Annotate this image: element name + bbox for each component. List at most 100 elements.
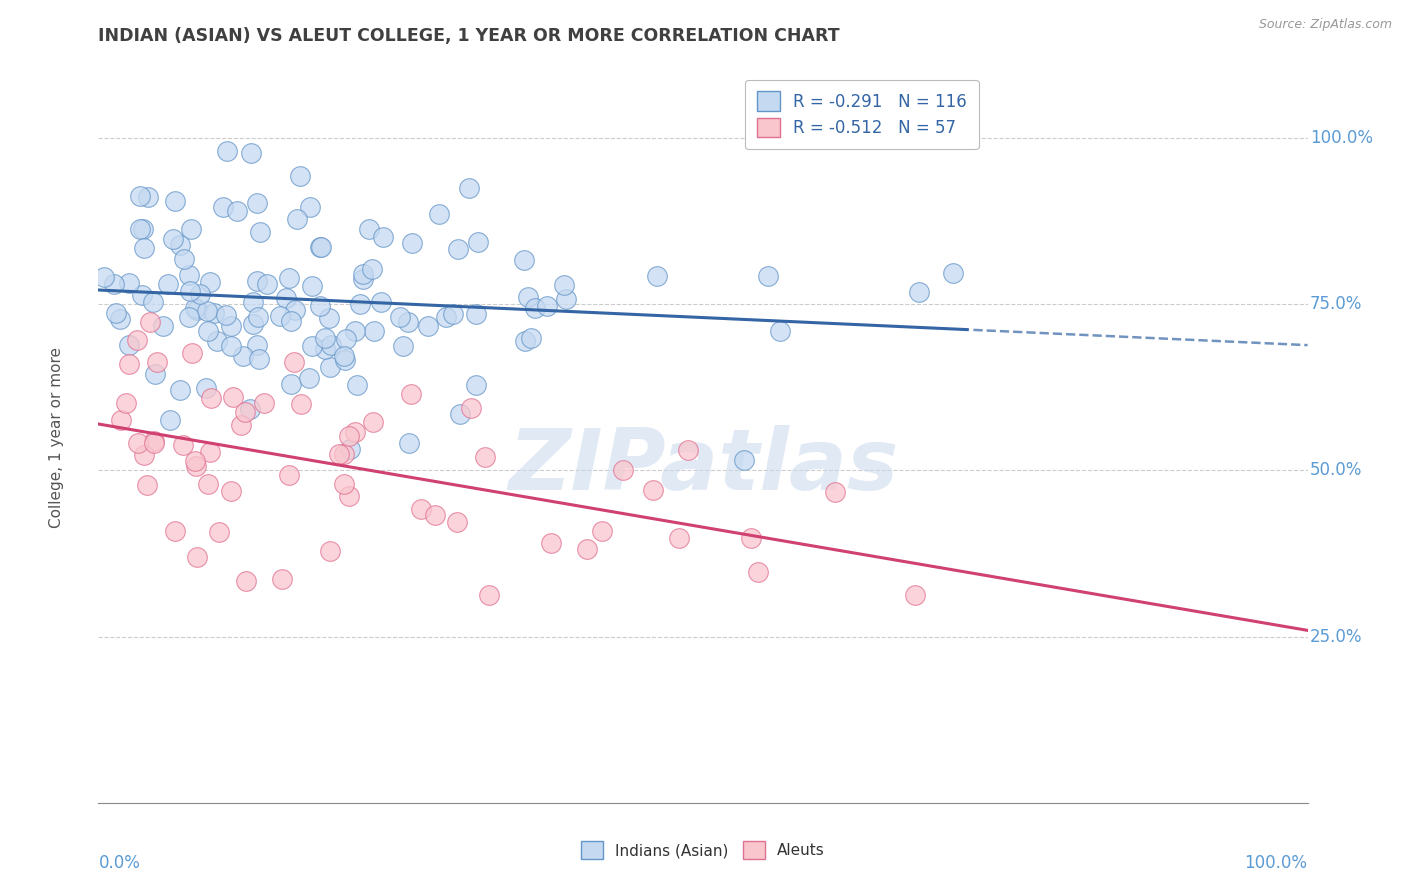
Point bbox=[278, 467, 301, 482]
Point bbox=[398, 436, 420, 450]
Point bbox=[103, 277, 125, 291]
Point bbox=[747, 565, 769, 579]
Point bbox=[186, 549, 208, 564]
Text: 100.0%: 100.0% bbox=[1244, 854, 1308, 872]
Point bbox=[733, 453, 755, 467]
Point bbox=[346, 377, 368, 392]
Point bbox=[478, 588, 501, 602]
Point bbox=[127, 333, 149, 347]
Point bbox=[283, 355, 305, 369]
Point bbox=[219, 319, 242, 334]
Text: 50.0%: 50.0% bbox=[1310, 461, 1362, 479]
Point bbox=[907, 285, 929, 299]
Point bbox=[575, 541, 598, 556]
Point bbox=[645, 269, 668, 284]
Point bbox=[173, 252, 195, 267]
Point bbox=[298, 370, 321, 384]
Point bbox=[108, 312, 131, 326]
Point bbox=[132, 221, 155, 235]
Point bbox=[309, 240, 332, 254]
Point bbox=[540, 536, 562, 550]
Point bbox=[740, 531, 762, 545]
Point bbox=[93, 269, 115, 284]
Point bbox=[202, 306, 225, 320]
Point bbox=[284, 302, 307, 317]
Point bbox=[180, 222, 202, 236]
Point bbox=[184, 454, 207, 468]
Point bbox=[299, 200, 322, 214]
Text: 25.0%: 25.0% bbox=[1310, 628, 1362, 646]
Point bbox=[352, 267, 374, 281]
Point bbox=[118, 357, 141, 371]
Point bbox=[221, 339, 243, 353]
Point bbox=[142, 295, 165, 310]
Point bbox=[232, 349, 254, 363]
Point bbox=[280, 314, 302, 328]
Point bbox=[131, 287, 153, 301]
Point bbox=[198, 275, 221, 289]
Point bbox=[360, 262, 382, 277]
Point bbox=[239, 402, 262, 417]
Point bbox=[215, 145, 238, 159]
Point bbox=[132, 449, 155, 463]
Point bbox=[333, 353, 356, 368]
Point bbox=[457, 180, 479, 194]
Point bbox=[434, 310, 457, 325]
Text: 100.0%: 100.0% bbox=[1310, 128, 1374, 147]
Point bbox=[553, 278, 575, 293]
Point bbox=[239, 145, 262, 160]
Point bbox=[212, 200, 235, 214]
Point bbox=[200, 391, 222, 405]
Point bbox=[249, 225, 271, 239]
Point bbox=[246, 274, 269, 288]
Point bbox=[146, 355, 169, 369]
Point bbox=[591, 524, 613, 538]
Point bbox=[464, 377, 486, 392]
Point bbox=[152, 318, 174, 333]
Point bbox=[157, 277, 180, 292]
Point bbox=[308, 299, 330, 313]
Point bbox=[197, 304, 219, 318]
Point bbox=[474, 450, 496, 465]
Point bbox=[229, 417, 252, 432]
Point bbox=[115, 396, 138, 410]
Point bbox=[427, 207, 450, 221]
Point bbox=[177, 310, 200, 324]
Point bbox=[165, 194, 187, 208]
Point bbox=[143, 434, 166, 449]
Point bbox=[136, 190, 159, 204]
Point bbox=[290, 397, 312, 411]
Point bbox=[143, 436, 166, 450]
Point bbox=[416, 318, 439, 333]
Point bbox=[143, 367, 166, 381]
Point bbox=[339, 442, 361, 457]
Point bbox=[186, 459, 208, 474]
Point bbox=[301, 279, 323, 293]
Point bbox=[309, 240, 332, 254]
Point bbox=[333, 447, 356, 461]
Point bbox=[318, 311, 340, 326]
Point bbox=[169, 238, 191, 252]
Point bbox=[225, 203, 247, 218]
Point bbox=[824, 485, 846, 500]
Point bbox=[554, 292, 576, 306]
Point bbox=[188, 287, 211, 301]
Point bbox=[269, 309, 291, 323]
Point bbox=[129, 222, 152, 236]
Point bbox=[401, 387, 423, 401]
Point bbox=[136, 478, 159, 492]
Point bbox=[337, 429, 360, 443]
Point bbox=[235, 405, 257, 419]
Point bbox=[423, 508, 446, 522]
Point bbox=[197, 324, 219, 338]
Point bbox=[460, 401, 482, 415]
Text: 75.0%: 75.0% bbox=[1310, 295, 1362, 313]
Point bbox=[359, 222, 381, 236]
Point bbox=[536, 299, 558, 313]
Point bbox=[328, 447, 350, 461]
Point bbox=[524, 301, 547, 316]
Point bbox=[179, 284, 201, 298]
Point bbox=[278, 271, 301, 285]
Point bbox=[207, 524, 229, 539]
Point bbox=[104, 306, 127, 320]
